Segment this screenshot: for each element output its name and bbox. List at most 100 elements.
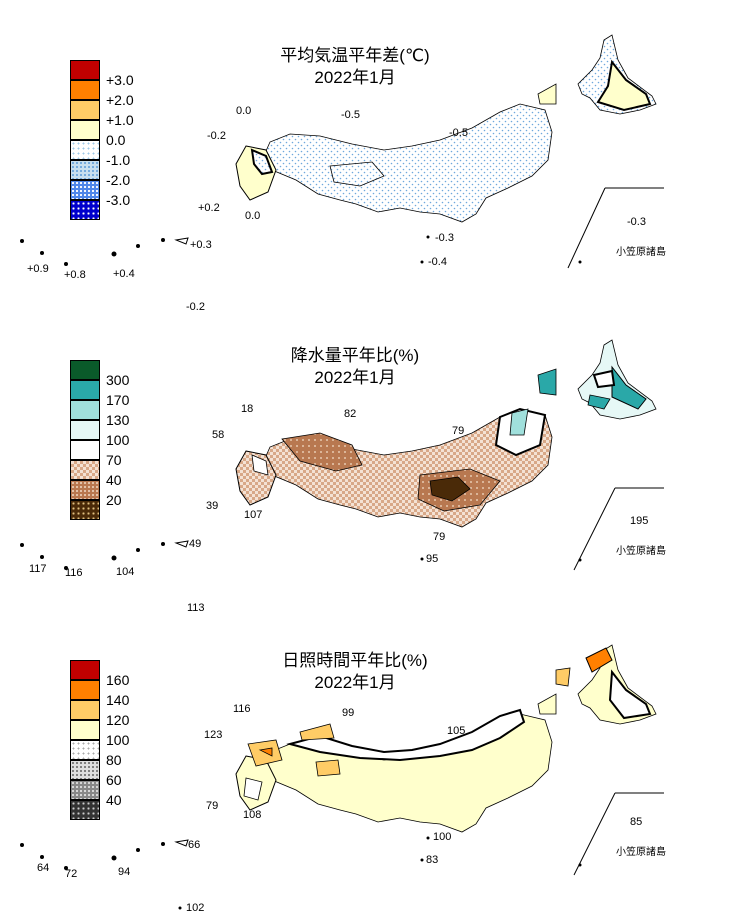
- legend-label: 70: [106, 452, 122, 468]
- region-value: 0.0: [236, 105, 252, 117]
- legend-swatch: [70, 680, 100, 700]
- precipitation-date: 2022年1月: [314, 368, 396, 387]
- legend-swatch: [70, 460, 100, 480]
- region-value: 94: [118, 866, 131, 878]
- temperature-panel: 平均気温平年差(℃) 2022年1月 +3.0 +2.0 +1.0 0.0 -1…: [0, 0, 750, 313]
- region-value: 117: [29, 563, 47, 575]
- legend-label: 80: [106, 752, 122, 768]
- bonin-islands-label: 小笠原諸島: [616, 546, 666, 557]
- region-value: 64: [37, 862, 50, 874]
- region-value: -0.2: [186, 301, 205, 313]
- legend-label: 300: [106, 372, 130, 388]
- region-value: 95: [426, 553, 439, 565]
- legend-swatch: [70, 660, 100, 680]
- legend-label: -2.0: [106, 172, 131, 188]
- region-value: -0.5: [341, 109, 360, 121]
- precipitation-panel: 降水量平年比(%) 2022年1月 300 170 130 100 70 40 …: [0, 305, 750, 614]
- region-value: 79: [452, 425, 465, 437]
- legend-swatch: [70, 440, 100, 460]
- precipitation-title: 降水量平年比(%): [290, 346, 420, 365]
- legend-swatch: [70, 700, 100, 720]
- legend-swatch: [70, 100, 100, 120]
- region-value: 72: [65, 868, 78, 880]
- region-value: -0.3: [627, 216, 646, 228]
- legend-label: 100: [106, 732, 130, 748]
- sunshine-panel: 日照時間平年比(%) 2022年1月 160 140 120 100 80 60…: [0, 610, 750, 914]
- legend-label: 60: [106, 772, 122, 788]
- region-value: -0.5: [449, 127, 468, 139]
- region-value: +0.8: [64, 269, 86, 281]
- legend-swatch: [70, 160, 100, 180]
- bonin-islands-label: 小笠原諸島: [616, 847, 666, 858]
- region-value: 79: [433, 531, 446, 543]
- sunshine-date: 2022年1月: [314, 673, 396, 692]
- legend-label: 160: [106, 672, 130, 688]
- region-value: -0.3: [435, 232, 454, 244]
- legend-swatch: [70, 480, 100, 500]
- legend-swatch: [70, 200, 100, 220]
- region-value: 99: [342, 707, 355, 719]
- legend-swatch: [70, 140, 100, 160]
- region-value: -0.4: [428, 256, 447, 268]
- region-value: 113: [187, 602, 205, 614]
- legend-swatch: [70, 780, 100, 800]
- legend-swatch: [70, 420, 100, 440]
- region-value: 100: [433, 831, 452, 843]
- legend-label: 130: [106, 412, 130, 428]
- region-value: 116: [233, 703, 251, 715]
- legend-label: 20: [106, 492, 122, 508]
- region-value: +0.3: [190, 239, 212, 251]
- legend-swatch: [70, 120, 100, 140]
- region-value: 58: [212, 429, 225, 441]
- region-value: 18: [241, 403, 254, 415]
- legend-swatch: [70, 720, 100, 740]
- region-value: 195: [630, 515, 649, 527]
- region-value: 116: [65, 567, 83, 579]
- temperature-title: 平均気温平年差(℃): [280, 46, 430, 65]
- region-value: 123: [204, 729, 223, 741]
- legend-label: +1.0: [106, 112, 134, 128]
- region-value: 83: [426, 854, 439, 866]
- region-value: 107: [244, 509, 263, 521]
- region-value: -0.2: [207, 130, 226, 142]
- region-value: +0.2: [198, 202, 220, 214]
- region-value: 105: [447, 725, 466, 737]
- region-value: 49: [189, 538, 202, 550]
- legend-label: +2.0: [106, 92, 134, 108]
- region-value: 104: [116, 566, 135, 578]
- sunshine-title: 日照時間平年比(%): [282, 651, 428, 670]
- legend-swatch: [70, 180, 100, 200]
- legend-label: 40: [106, 792, 122, 808]
- legend-label: 40: [106, 472, 122, 488]
- region-value: 39: [206, 500, 219, 512]
- legend-swatch: [70, 400, 100, 420]
- legend-swatch: [70, 60, 100, 80]
- legend-label: 170: [106, 392, 130, 408]
- japan-map-precipitation: [20, 339, 664, 571]
- legend-swatch: [70, 500, 100, 520]
- region-value: +0.9: [27, 263, 49, 275]
- region-value: 102: [186, 902, 205, 914]
- legend-label: -1.0: [106, 152, 131, 168]
- region-value: 82: [344, 408, 357, 420]
- region-value: 66: [188, 839, 201, 851]
- region-value: 108: [243, 809, 262, 821]
- legend-label: -3.0: [106, 192, 131, 208]
- legend-swatch: [70, 800, 100, 820]
- legend-swatch: [70, 740, 100, 760]
- region-value: 85: [630, 816, 643, 828]
- japan-map-temperature: [20, 34, 664, 269]
- bonin-islands-label: 小笠原諸島: [616, 247, 666, 258]
- legend-label: +3.0: [106, 72, 134, 88]
- legend-label: 100: [106, 432, 130, 448]
- legend-label: 140: [106, 692, 130, 708]
- region-value: 0.0: [245, 210, 261, 222]
- legend-label: 0.0: [106, 132, 126, 148]
- honshu-region: [261, 103, 553, 223]
- legend-swatch: [70, 760, 100, 780]
- legend-swatch: [70, 380, 100, 400]
- legend-label: 120: [106, 712, 130, 728]
- temperature-date: 2022年1月: [314, 68, 396, 87]
- region-value: +0.4: [113, 268, 135, 280]
- japan-map-sunshine: [20, 644, 664, 910]
